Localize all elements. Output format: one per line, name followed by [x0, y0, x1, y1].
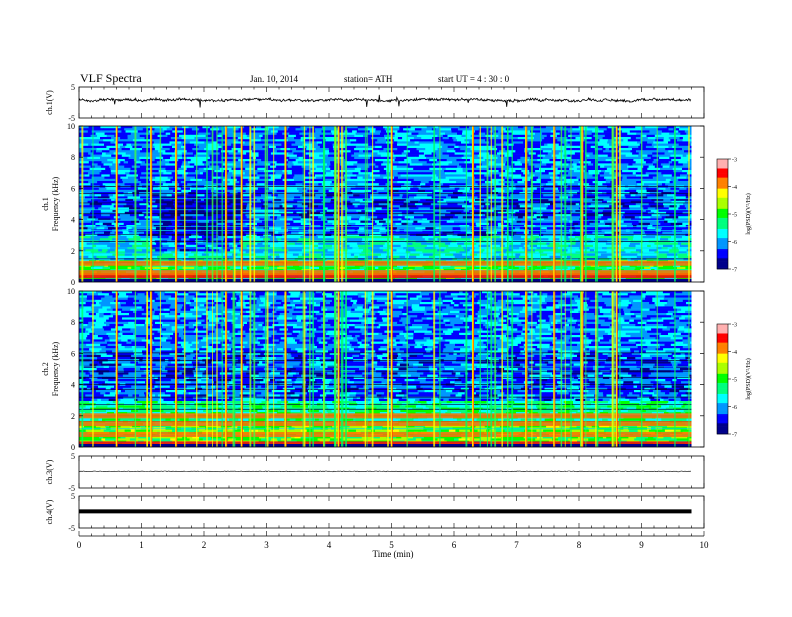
time-tick-9: 9 — [639, 540, 644, 550]
ch2-spectrogram-band-3 — [79, 413, 692, 418]
ch2-spectrogram-cells — [79, 291, 703, 448]
time-tick-1: 1 — [139, 540, 144, 550]
ch2-spectrogram-ylabel: Frequency (kHz) — [51, 341, 60, 396]
ch2-spectrogram-colorbar-label: log(PSD)(V²/Hz) — [745, 358, 752, 399]
ch1-waveform-ytick-max: 5 — [71, 83, 75, 92]
ch1-spectrogram-colorbar-tick--6: -6 — [732, 240, 737, 246]
ch1-spectrogram-ytick-6: 6 — [71, 184, 75, 193]
ch2-spectrogram-band-2 — [79, 421, 692, 426]
ch4-waveform-trace — [79, 509, 692, 513]
start-time-label: start UT = 4 : 30 : 0 — [438, 74, 510, 84]
ch1-spectrogram-colorbar-tick--7: -7 — [732, 268, 737, 274]
ch1-spectrogram-colorbar: -7 -6 -5 -4 -3 log(PSD)(V²/Hz) — [717, 158, 752, 274]
time-tick-2: 2 — [202, 540, 207, 550]
ch1-waveform-trace — [79, 95, 691, 108]
time-tick-4: 4 — [327, 540, 332, 550]
time-tick-8: 8 — [577, 540, 582, 550]
time-tick-10: 10 — [700, 540, 710, 550]
time-tick-0: 0 — [77, 540, 82, 550]
ch1-spectrogram-ytick-10: 10 — [67, 122, 75, 131]
ch1-spectrogram-channel-label: ch.1 — [41, 197, 50, 211]
ch3-waveform-trace — [79, 471, 691, 472]
ch2-spectrogram-channel-label: ch.2 — [41, 362, 50, 376]
ch3-waveform-ylabel: ch.3(V) — [45, 459, 54, 484]
station-label: station= ATH — [344, 74, 393, 84]
ch2-spectrogram-band-1 — [79, 432, 692, 437]
time-tick-3: 3 — [264, 540, 269, 550]
ch4-waveform-ylabel: ch.4(V) — [45, 499, 54, 524]
ch1-spectrogram-band-2 — [79, 261, 692, 266]
ch2-spectrogram-colorbar-tick--4: -4 — [732, 350, 737, 356]
ch2-spectrogram-ytick-10: 10 — [67, 287, 75, 296]
date-label: Jan. 10, 2014 — [250, 74, 298, 84]
ch2-spectrogram-ytick-2: 2 — [71, 412, 75, 421]
ch1-spectrogram-colorbar-tick--3: -3 — [732, 158, 737, 164]
ch1-spectrogram-ylabel: Frequency (kHz) — [51, 176, 60, 231]
ch1-spectrogram-ytick-8: 8 — [71, 153, 75, 162]
ch1-spectrogram-ytick-0: 0 — [71, 278, 75, 287]
time-axis-label: Time (min) — [373, 549, 414, 559]
ch4-waveform-ytick-min: -5 — [68, 524, 75, 533]
figure-title: VLF Spectra — [80, 71, 142, 85]
ch1-waveform-ylabel: ch.1(V) — [45, 90, 54, 115]
ch2-spectrogram-colorbar-tick--6: -6 — [732, 405, 737, 411]
ch1-spectrogram-cells — [79, 126, 704, 283]
ch1-spectrogram-colorbar-tick--5: -5 — [732, 213, 737, 219]
ch2-spectrogram-colorbar-tick--3: -3 — [732, 323, 737, 329]
time-tick-7: 7 — [514, 540, 519, 550]
ch3-waveform-ytick-max: 5 — [71, 452, 75, 461]
time-tick-6: 6 — [452, 540, 457, 550]
ch1-spectrogram-band-1 — [79, 270, 692, 275]
ch1-waveform-panel: 5-5ch.1(V) — [45, 83, 704, 123]
ch2-spectrogram-colorbar-tick--5: -5 — [732, 378, 737, 384]
ch1-spectrogram-colorbar-label: log(PSD)(V²/Hz) — [745, 193, 752, 234]
ch1-spectrogram-ytick-2: 2 — [71, 247, 75, 256]
ch1-spectrogram-ytick-4: 4 — [71, 216, 75, 225]
ch4-waveform-panel: 5 -5 ch.4(V) — [45, 492, 704, 533]
ch2-spectrogram-colorbar-tick--7: -7 — [732, 433, 737, 439]
ch1-spectrogram-colorbar-tick--4: -4 — [732, 185, 737, 191]
ch2-spectrogram-ytick-8: 8 — [71, 318, 75, 327]
ch4-waveform-ytick-max: 5 — [71, 492, 75, 501]
ch2-spectrogram-ytick-4: 4 — [71, 381, 75, 390]
ch3-waveform-panel: 5-5ch.3(V) — [45, 452, 704, 493]
ch2-spectrogram-ytick-6: 6 — [71, 349, 75, 358]
ch2-spectrogram-ytick-0: 0 — [71, 443, 75, 452]
ch2-spectrogram-colorbar: -7 -6 -5 -4 -3 log(PSD)(V²/Hz) — [717, 323, 752, 439]
